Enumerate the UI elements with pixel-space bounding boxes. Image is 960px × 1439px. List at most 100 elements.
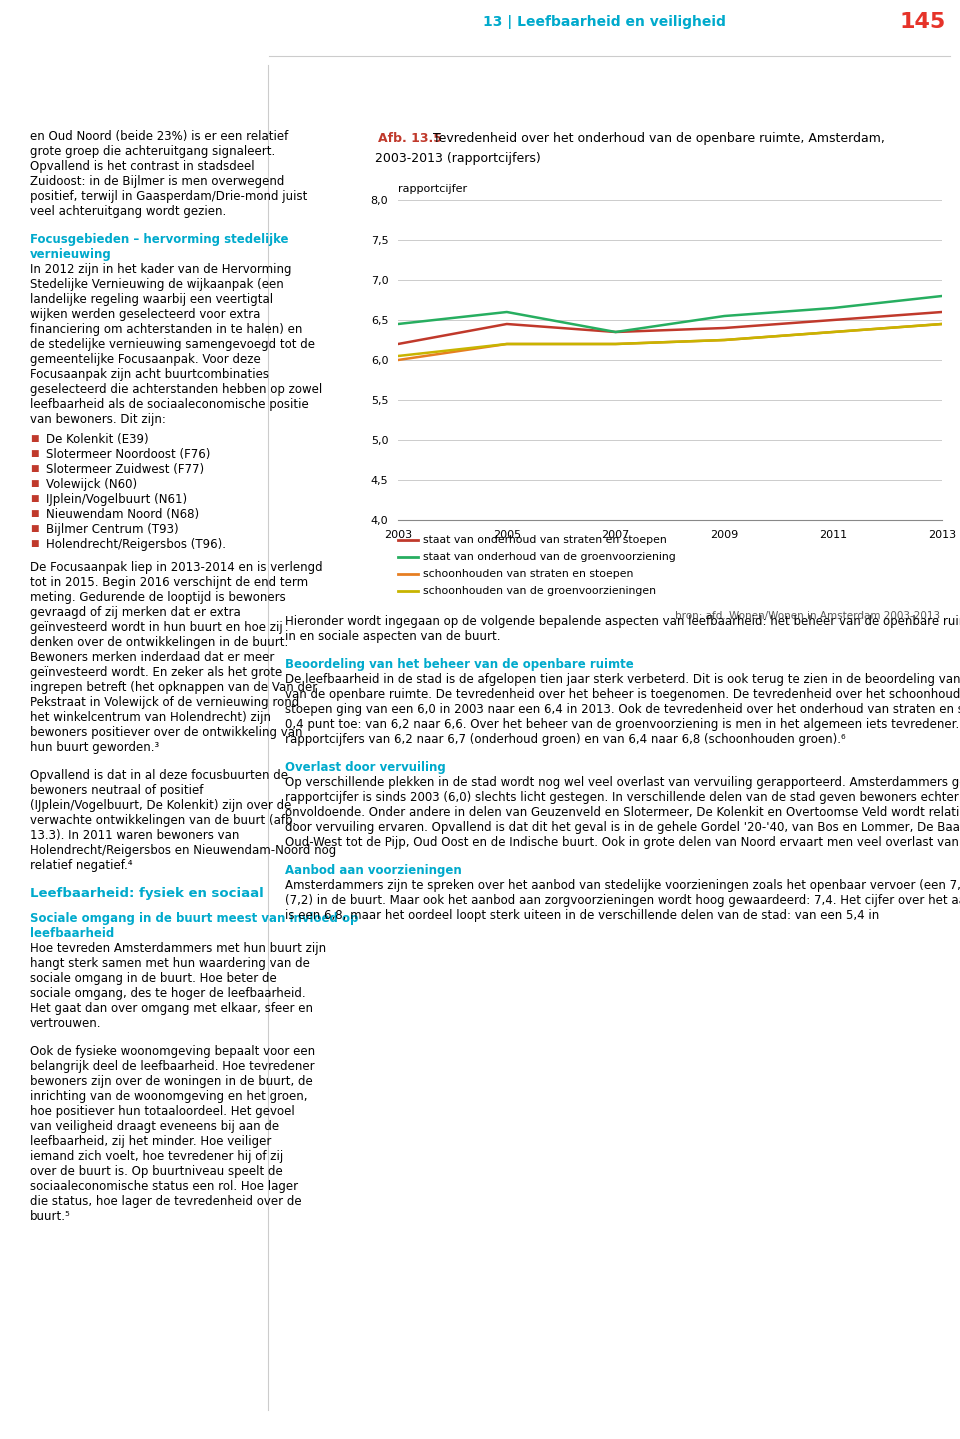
Text: Oud-West tot de Pijp, Oud Oost en de Indische buurt. Ook in grote delen van Noor: Oud-West tot de Pijp, Oud Oost en de Ind…	[285, 836, 960, 849]
Text: sociale omgang, des te hoger de leefbaarheid.: sociale omgang, des te hoger de leefbaar…	[30, 987, 305, 1000]
Text: 13 | Leefbaarheid en veiligheid: 13 | Leefbaarheid en veiligheid	[484, 14, 726, 29]
Text: hangt sterk samen met hun waardering van de: hangt sterk samen met hun waardering van…	[30, 957, 310, 970]
Text: ■: ■	[30, 524, 38, 532]
Text: Op verschillende plekken in de stad wordt nog wel veel overlast van vervuiling g: Op verschillende plekken in de stad word…	[285, 776, 960, 789]
Text: ■: ■	[30, 494, 38, 504]
Text: (IJplein/Vogelbuurt, De Kolenkit) zijn over de: (IJplein/Vogelbuurt, De Kolenkit) zijn o…	[30, 799, 292, 812]
Text: die status, hoe lager de tevredenheid over de: die status, hoe lager de tevredenheid ov…	[30, 1194, 301, 1207]
Text: en Oud Noord (beide 23%) is er een relatief: en Oud Noord (beide 23%) is er een relat…	[30, 130, 288, 142]
Text: over de buurt is. Op buurtniveau speelt de: over de buurt is. Op buurtniveau speelt …	[30, 1166, 283, 1179]
Text: Aanbod aan voorzieningen: Aanbod aan voorzieningen	[285, 863, 462, 876]
Text: Zuidoost: in de Bijlmer is men overwegend: Zuidoost: in de Bijlmer is men overwegen…	[30, 176, 284, 189]
Text: inrichting van de woonomgeving en het groen,: inrichting van de woonomgeving en het gr…	[30, 1089, 307, 1104]
Text: leefbaarheid als de sociaaleconomische positie: leefbaarheid als de sociaaleconomische p…	[30, 399, 309, 412]
Text: leefbaarheid: leefbaarheid	[30, 927, 114, 940]
Text: geïnvesteerd wordt in hun buurt en hoe zij: geïnvesteerd wordt in hun buurt en hoe z…	[30, 622, 283, 635]
Text: Overlast door vervuiling: Overlast door vervuiling	[285, 761, 445, 774]
Text: bewoners neutraal of positief: bewoners neutraal of positief	[30, 784, 204, 797]
Text: ■: ■	[30, 509, 38, 518]
Text: van veiligheid draagt eveneens bij aan de: van veiligheid draagt eveneens bij aan d…	[30, 1120, 279, 1132]
Text: verwachte ontwikkelingen van de buurt (afb.: verwachte ontwikkelingen van de buurt (a…	[30, 814, 297, 827]
Text: ■: ■	[30, 435, 38, 443]
Text: ■: ■	[30, 540, 38, 548]
Text: 0,4 punt toe: van 6,2 naar 6,6. Over het beheer van de groenvoorziening is men i: 0,4 punt toe: van 6,2 naar 6,6. Over het…	[285, 718, 960, 731]
Text: In 2012 zijn in het kader van de Hervorming: In 2012 zijn in het kader van de Hervorm…	[30, 263, 292, 276]
Text: Hoe tevreden Amsterdammers met hun buurt zijn: Hoe tevreden Amsterdammers met hun buurt…	[30, 943, 326, 955]
Text: Slotermeer Noordoost (F76): Slotermeer Noordoost (F76)	[46, 448, 210, 460]
Text: Leefbaarheid: fysiek en sociaal: Leefbaarheid: fysiek en sociaal	[30, 886, 264, 899]
Text: relatief negatief.⁴: relatief negatief.⁴	[30, 859, 132, 872]
Text: Bewoners merken inderdaad dat er meer: Bewoners merken inderdaad dat er meer	[30, 650, 275, 663]
Text: bewoners zijn over de woningen in de buurt, de: bewoners zijn over de woningen in de buu…	[30, 1075, 313, 1088]
Text: sociale omgang in de buurt. Hoe beter de: sociale omgang in de buurt. Hoe beter de	[30, 971, 276, 986]
Text: bewoners positiever over de ontwikkeling van: bewoners positiever over de ontwikkeling…	[30, 727, 302, 740]
Text: Focusaanpak zijn acht buurtcombinaties: Focusaanpak zijn acht buurtcombinaties	[30, 368, 269, 381]
Text: Slotermeer Zuidwest (F77): Slotermeer Zuidwest (F77)	[46, 463, 204, 476]
Text: 13.3). In 2011 waren bewoners van: 13.3). In 2011 waren bewoners van	[30, 829, 239, 842]
Text: staat van onderhoud van de groenvoorziening: staat van onderhoud van de groenvoorzien…	[423, 553, 676, 563]
Text: ■: ■	[30, 479, 38, 488]
Text: veel achteruitgang wordt gezien.: veel achteruitgang wordt gezien.	[30, 204, 227, 217]
Text: positief, terwijl in Gaasperdam/Drie-mond juist: positief, terwijl in Gaasperdam/Drie-mon…	[30, 190, 307, 203]
Text: gevraagd of zij merken dat er extra: gevraagd of zij merken dat er extra	[30, 606, 241, 619]
Text: wijken werden geselecteerd voor extra: wijken werden geselecteerd voor extra	[30, 308, 260, 321]
Text: ingrepen betreft (het opknappen van de Van der: ingrepen betreft (het opknappen van de V…	[30, 681, 317, 694]
Text: Nieuwendam Noord (N68): Nieuwendam Noord (N68)	[46, 508, 199, 521]
Text: Holendrecht/Reigersbos en Nieuwendam-Noord nog: Holendrecht/Reigersbos en Nieuwendam-Noo…	[30, 845, 336, 858]
Text: meting⁠. Gedurende de looptijd is bewoners: meting⁠. Gedurende de looptijd is bewone…	[30, 591, 286, 604]
Text: IJplein/Vogelbuurt (N61): IJplein/Vogelbuurt (N61)	[46, 494, 187, 507]
Text: rapportcijfer is sinds 2003 (6,0) slechts licht gestegen. In verschillende delen: rapportcijfer is sinds 2003 (6,0) slecht…	[285, 791, 960, 804]
Text: ■: ■	[30, 463, 38, 473]
Text: geselecteerd die achterstanden hebben op zowel: geselecteerd die achterstanden hebben op…	[30, 383, 323, 396]
Text: Bijlmer Centrum (T93): Bijlmer Centrum (T93)	[46, 522, 179, 535]
Text: vertrouwen.: vertrouwen.	[30, 1017, 102, 1030]
Text: belangrijk deel de leefbaarheid. Hoe tevredener: belangrijk deel de leefbaarheid. Hoe tev…	[30, 1061, 315, 1073]
Text: (7,2) in de buurt. Maar ook het aanbod aan zorgvoorzieningen wordt hoog gewaarde: (7,2) in de buurt. Maar ook het aanbod a…	[285, 894, 960, 907]
Text: stoepen ging van een 6,0 in 2003 naar een 6,4 in 2013. Ook de tevredenheid over : stoepen ging van een 6,0 in 2003 naar ee…	[285, 704, 960, 717]
Text: van bewoners. Dit zijn:: van bewoners. Dit zijn:	[30, 413, 166, 426]
Text: Amsterdammers zijn te spreken over het aanbod van stedelijke voorzieningen zoals: Amsterdammers zijn te spreken over het a…	[285, 879, 960, 892]
Text: Hieronder wordt ingegaan op de volgende bepalende aspecten van leefbaarheid: het: Hieronder wordt ingegaan op de volgende …	[285, 614, 960, 627]
Text: De Kolenkit (E39): De Kolenkit (E39)	[46, 433, 149, 446]
Text: iemand zich voelt, hoe tevredener hij of zij: iemand zich voelt, hoe tevredener hij of…	[30, 1150, 283, 1163]
Text: Ook de fysieke woonomgeving bepaalt voor een: Ook de fysieke woonomgeving bepaalt voor…	[30, 1045, 315, 1058]
Text: het winkelcentrum van Holendrecht) zijn: het winkelcentrum van Holendrecht) zijn	[30, 711, 271, 724]
Text: de stedelijke vernieuwing samengevoegd tot de: de stedelijke vernieuwing samengevoegd t…	[30, 338, 315, 351]
Text: Focusgebieden – hervorming stedelijke: Focusgebieden – hervorming stedelijke	[30, 233, 289, 246]
Text: Beoordeling van het beheer van de openbare ruimte: Beoordeling van het beheer van de openba…	[285, 658, 634, 671]
Text: 145: 145	[900, 12, 946, 32]
Text: leefbaarheid, zij het minder. Hoe veiliger: leefbaarheid, zij het minder. Hoe veilig…	[30, 1135, 272, 1148]
Text: Tevredenheid over het onderhoud van de openbare ruimte, Amsterdam,: Tevredenheid over het onderhoud van de o…	[433, 132, 885, 145]
Text: buurt.⁵: buurt.⁵	[30, 1210, 71, 1223]
Text: is een 6,8, maar het oordeel loopt sterk uiteen in de verschillende delen van de: is een 6,8, maar het oordeel loopt sterk…	[285, 909, 879, 922]
Text: in en sociale aspecten van de buurt.: in en sociale aspecten van de buurt.	[285, 630, 500, 643]
Text: Stedelijke Vernieuwing de wijkaanpak (een: Stedelijke Vernieuwing de wijkaanpak (ee…	[30, 278, 284, 291]
Text: Holendrecht/Reigersbos (T96).: Holendrecht/Reigersbos (T96).	[46, 538, 226, 551]
Text: Opvallend is het contrast in stadsdeel: Opvallend is het contrast in stadsdeel	[30, 160, 254, 173]
Text: ■: ■	[30, 449, 38, 458]
Text: Pekstraat in Volewijck of de vernieuwing rond: Pekstraat in Volewijck of de vernieuwing…	[30, 696, 300, 709]
Text: van de openbare ruimte. De tevredenheid over het beheer is toegenomen. De tevred: van de openbare ruimte. De tevredenheid …	[285, 688, 960, 701]
Text: hoe positiever hun totaaloordeel. Het gevoel: hoe positiever hun totaaloordeel. Het ge…	[30, 1105, 295, 1118]
Text: geïnvesteerd wordt. En zeker als het grote: geïnvesteerd wordt. En zeker als het gro…	[30, 666, 282, 679]
Text: De Focusaanpak liep in 2013-2014 en is verlengd: De Focusaanpak liep in 2013-2014 en is v…	[30, 561, 323, 574]
Text: Volewijck (N60): Volewijck (N60)	[46, 478, 137, 491]
Text: schoonhouden van de groenvoorzieningen: schoonhouden van de groenvoorzieningen	[423, 586, 656, 596]
Text: schoonhouden van straten en stoepen: schoonhouden van straten en stoepen	[423, 568, 634, 578]
Text: vernieuwing: vernieuwing	[30, 248, 111, 260]
Text: Het gaat dan over omgang met elkaar, sfeer en: Het gaat dan over omgang met elkaar, sfe…	[30, 1002, 313, 1014]
Text: De leefbaarheid in de stad is de afgelopen tien jaar sterk verbeterd. Dit is ook: De leefbaarheid in de stad is de afgelop…	[285, 673, 960, 686]
Text: landelijke regeling waarbij een veertigtal: landelijke regeling waarbij een veertigt…	[30, 294, 274, 307]
Text: onvoldoende. Onder andere in delen van Geuzenveld en Slotermeer, De Kolenkit en : onvoldoende. Onder andere in delen van G…	[285, 806, 960, 819]
Text: grote groep die achteruitgang signaleert.: grote groep die achteruitgang signaleert…	[30, 145, 276, 158]
Text: staat van onderhoud van straten en stoepen: staat van onderhoud van straten en stoep…	[423, 535, 667, 545]
Text: denken over de ontwikkelingen in de buurt.: denken over de ontwikkelingen in de buur…	[30, 636, 288, 649]
Text: rapportcijfers van 6,2 naar 6,7 (onderhoud groen) en van 6,4 naar 6,8 (schoonhou: rapportcijfers van 6,2 naar 6,7 (onderho…	[285, 732, 846, 745]
Text: financiering om achterstanden in te halen) en: financiering om achterstanden in te hale…	[30, 322, 302, 335]
Text: bron: afd. Wonen/Wonen in Amsterdam 2003-2013: bron: afd. Wonen/Wonen in Amsterdam 2003…	[675, 612, 940, 622]
Text: hun buurt geworden.³: hun buurt geworden.³	[30, 741, 159, 754]
Text: 2003-2013 (rapportcijfers): 2003-2013 (rapportcijfers)	[375, 153, 540, 165]
Text: Opvallend is dat in al deze focusbuurten de: Opvallend is dat in al deze focusbuurten…	[30, 768, 288, 781]
Text: sociaaleconomische status een rol. Hoe lager: sociaaleconomische status een rol. Hoe l…	[30, 1180, 299, 1193]
Text: tot in 2015. Begin 2016 verschijnt de ⁠end term: tot in 2015. Begin 2016 verschijnt de ⁠e…	[30, 576, 308, 589]
